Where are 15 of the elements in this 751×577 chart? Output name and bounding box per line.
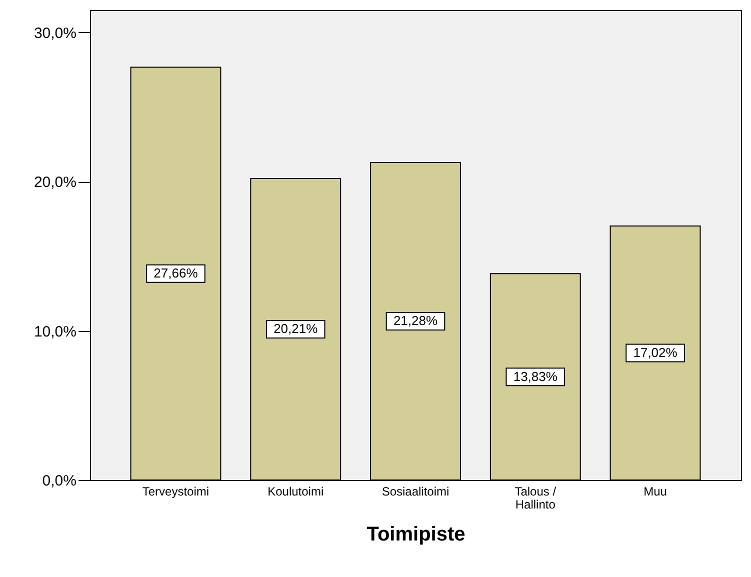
x-tick-label: Terveystoimi — [142, 484, 210, 498]
data-label: 21,28% — [393, 313, 438, 328]
x-tick-label: Sosiaalitoimi — [382, 484, 450, 498]
x-tick-label: Muu — [644, 484, 667, 498]
y-tick-label: 10,0% — [34, 323, 76, 340]
x-tick-label: Koulutoimi — [268, 484, 324, 498]
x-axis-title: Toimipiste — [366, 524, 466, 546]
y-tick-label: 20,0% — [34, 174, 76, 192]
y-tick-label: 30,0% — [34, 24, 76, 42]
data-label: 27,66% — [154, 266, 198, 281]
data-label: 17,02% — [633, 345, 678, 360]
x-tick-label: Talous / Hallinto — [514, 484, 557, 512]
data-label: 13,83% — [513, 368, 558, 384]
data-label: 20,21% — [274, 321, 318, 336]
y-tick-label: 0,0% — [42, 472, 76, 490]
